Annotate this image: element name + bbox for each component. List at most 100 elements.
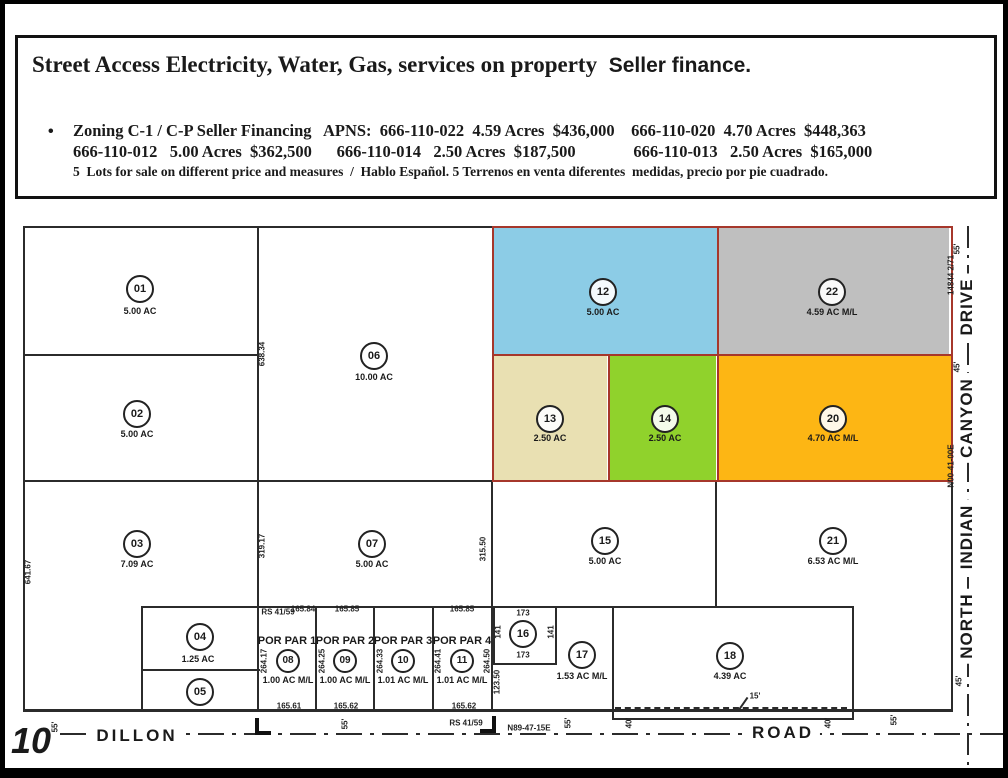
parcel-12-number: 12 <box>589 278 617 306</box>
parcel-01-number: 01 <box>126 275 154 303</box>
measurement-m319: 319.17 <box>257 533 267 559</box>
corner-bracket-right <box>480 716 496 733</box>
measurement-m26450: 264.50 <box>482 648 492 674</box>
road-label-indian: INDIAN <box>957 499 977 575</box>
measurement-rn00: N00-41-00E <box>946 444 956 488</box>
measurement-m15ft: 15' <box>749 691 761 701</box>
parcel-09-number: 09 <box>333 649 357 673</box>
red-boundary-line <box>492 354 953 356</box>
indian-canyon-centerline <box>967 226 969 766</box>
red-boundary-line <box>492 480 953 482</box>
parcel-20-acreage: 4.70 AC M/L <box>807 433 859 443</box>
measurement-m141a: 141 <box>493 625 503 639</box>
measurement-r45b: 45' <box>954 675 964 687</box>
parcel-21-acreage: 6.53 AC M/L <box>807 556 859 566</box>
bilingual-sale-note: 5 Lots for sale on different price and m… <box>73 164 829 179</box>
lot-18-dashed-line <box>615 707 847 709</box>
measurement-b55b: 55' <box>340 718 350 730</box>
parcel-08-number: 08 <box>276 649 300 673</box>
boundary-line <box>141 606 143 711</box>
boundary-line <box>141 669 260 671</box>
red-boundary-line <box>951 226 953 482</box>
dillon-road-centerline <box>60 733 1003 735</box>
measurement-mrs1: RS 41/59 <box>261 607 295 617</box>
measurement-b55c: 55' <box>563 717 573 729</box>
parcel-12-acreage: 5.00 AC <box>586 307 620 317</box>
parcel-14-number: 14 <box>651 405 679 433</box>
boundary-line <box>491 481 493 711</box>
boundary-line <box>257 226 259 709</box>
measurement-b55d: 55' <box>889 714 899 726</box>
apn-line-2: 666-110-012 5.00 Acres $362,500 666-110-… <box>73 142 873 161</box>
parcel-10-number: 10 <box>391 649 415 673</box>
measurement-m16562b: 165.62 <box>451 701 477 711</box>
measurement-m26425: 264.25 <box>317 648 327 674</box>
parcel-11-number: 11 <box>450 649 474 673</box>
boundary-line <box>23 226 25 712</box>
parcel-09-acreage: 1.00 AC M/L <box>319 675 371 685</box>
bullet-point: • <box>48 123 54 140</box>
road-label-road: ROAD <box>745 723 821 743</box>
measurement-bn89: N89-47-15E <box>507 723 551 733</box>
parcel-18-acreage: 4.39 AC <box>713 671 747 681</box>
measurement-m173a: 173 <box>516 608 530 618</box>
parcel-01-acreage: 5.00 AC <box>123 306 157 316</box>
corner-bracket-left <box>255 718 271 735</box>
red-boundary-line <box>492 226 953 228</box>
parcel-14-acreage: 2.50 AC <box>648 433 682 443</box>
measurement-m141b: 141 <box>546 625 556 639</box>
measurement-b40a: 40' <box>624 717 634 729</box>
measurement-m26433: 264.33 <box>375 648 385 674</box>
parcel-06-number: 06 <box>360 342 388 370</box>
apn-price-lines: Zoning C-1 / C-P Seller Financing APNS: … <box>73 120 872 162</box>
parcel-13-number: 13 <box>536 405 564 433</box>
measurement-m16584: 165.84 <box>290 604 316 614</box>
parcel-15-number: 15 <box>591 527 619 555</box>
measurement-m26441: 264.41 <box>433 648 443 674</box>
measurement-m173b: 173 <box>516 650 530 660</box>
measurement-m16585b: 165.85 <box>449 604 475 614</box>
boundary-line <box>432 606 434 711</box>
header-title: Street Access Electricity, Water, Gas, s… <box>32 52 751 78</box>
measurement-r55a: 55' <box>952 243 962 255</box>
parcel-03-acreage: 7.09 AC <box>120 559 154 569</box>
road-label-dillon: DILLON <box>90 726 184 746</box>
measurement-b40b: 40' <box>823 717 833 729</box>
parcel-22-acreage: 4.59 AC M/L <box>806 307 858 317</box>
road-label-north: NORTH <box>957 588 977 664</box>
parcel-17-number: 17 <box>568 641 596 669</box>
measurement-m16561: 165.61 <box>276 701 302 711</box>
parcel-22-number: 22 <box>818 278 846 306</box>
header-title-main: Street Access Electricity, Water, Gas, s… <box>32 52 598 77</box>
parcel-05-number: 05 <box>186 678 214 706</box>
measurement-m641: 641.67 <box>23 559 33 585</box>
parcel-03-number: 03 <box>123 530 151 558</box>
parcel-02-number: 02 <box>123 400 151 428</box>
measurement-m638: 638.34 <box>257 341 267 367</box>
section-number: 10 <box>11 720 52 761</box>
parcel-07-number: 07 <box>358 530 386 558</box>
listing-header-box: Street Access Electricity, Water, Gas, s… <box>15 35 997 199</box>
boundary-line <box>715 482 717 608</box>
red-boundary-line <box>492 226 494 482</box>
parcel-09-por-title: POR PAR 2 <box>315 635 375 647</box>
parcel-07-acreage: 5.00 AC <box>355 559 389 569</box>
boundary-line <box>23 354 259 356</box>
red-boundary-line <box>608 355 610 482</box>
parcel-16-number: 16 <box>509 620 537 648</box>
lot-16-box <box>493 606 557 665</box>
parcel-17-acreage: 1.53 AC M/L <box>556 671 608 681</box>
parcel-11-acreage: 1.01 AC M/L <box>436 675 488 685</box>
parcel-04-number: 04 <box>186 623 214 651</box>
parcel-21-number: 21 <box>819 527 847 555</box>
header-title-seller-finance: Seller finance. <box>597 54 752 77</box>
measurement-b55a: 55' <box>50 721 60 733</box>
measurement-m16585a: 165.85 <box>334 604 360 614</box>
measurement-m26417: 264.17 <box>259 648 269 674</box>
boundary-line <box>373 606 375 711</box>
parcel-20-number: 20 <box>819 405 847 433</box>
measurement-brs: RS 41/59 <box>449 718 483 728</box>
parcel-10-acreage: 1.01 AC M/L <box>377 675 429 685</box>
lot-18-box <box>612 606 854 720</box>
